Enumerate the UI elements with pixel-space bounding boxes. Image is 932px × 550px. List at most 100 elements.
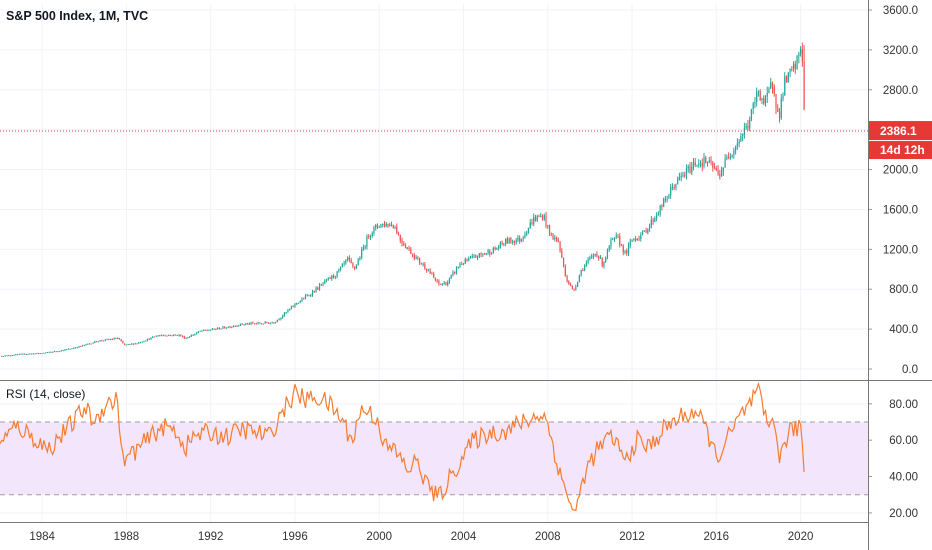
candle-body — [296, 303, 298, 305]
candle-body — [645, 230, 647, 233]
candle-body — [789, 68, 791, 73]
candle-body — [375, 225, 377, 228]
candle-body — [310, 295, 312, 297]
candle-body — [327, 277, 329, 280]
candle-body — [503, 243, 505, 245]
candle-body — [378, 226, 380, 228]
candle-body — [52, 351, 54, 353]
candle-body — [59, 351, 61, 353]
candle-body — [698, 164, 700, 166]
candle-body — [385, 223, 387, 227]
candle-body — [361, 249, 363, 258]
candle-body — [650, 219, 652, 225]
candle-body — [647, 228, 649, 233]
candle-body — [43, 352, 45, 354]
candle-body — [540, 215, 542, 217]
countdown-badge — [869, 141, 932, 160]
candle-body — [146, 338, 149, 341]
candle-body — [715, 168, 717, 170]
candle-body — [633, 238, 635, 240]
candle-body — [404, 245, 407, 248]
candle-body — [712, 162, 714, 168]
candle-body — [750, 109, 753, 120]
time-tick-label: 2004 — [451, 531, 477, 543]
price-tick-label: 800.0 — [889, 284, 918, 296]
candle-body — [57, 351, 59, 353]
candle-body — [273, 322, 275, 324]
candle-body — [210, 329, 212, 331]
candle-body — [587, 259, 589, 263]
candle-body — [292, 306, 294, 308]
candle-body — [519, 237, 521, 242]
candle-body — [224, 326, 226, 329]
candle-body — [283, 312, 286, 316]
candle-body — [627, 245, 630, 254]
time-tick-label: 2012 — [619, 531, 645, 543]
candle-body — [550, 233, 552, 235]
time-tick-label: 1996 — [282, 531, 308, 543]
candle-body — [408, 247, 410, 249]
candle-body — [50, 351, 52, 353]
candle-body — [626, 250, 628, 254]
candle-body — [757, 91, 760, 93]
candle-body — [117, 338, 119, 340]
candle-body — [287, 310, 289, 313]
candle-body — [345, 259, 347, 264]
candle-body — [613, 237, 616, 239]
candle-body — [685, 168, 688, 176]
candle-body — [775, 94, 777, 109]
candle-body — [782, 95, 784, 99]
candle-body — [38, 352, 40, 354]
candle-body — [183, 336, 185, 339]
candle-body — [492, 247, 494, 254]
candle-body — [476, 257, 479, 259]
candle-body — [589, 257, 591, 260]
candle-body — [777, 108, 779, 112]
candle-body — [25, 354, 27, 356]
candle-body — [338, 269, 340, 272]
candle-body — [689, 166, 691, 173]
candle-body — [164, 335, 166, 337]
candle-body — [554, 237, 556, 240]
candle-body — [573, 288, 575, 290]
candle-body — [641, 231, 644, 235]
rsi-band — [0, 421, 868, 496]
candle-body — [76, 347, 78, 349]
candle-body — [53, 351, 56, 353]
candle-body — [733, 150, 735, 155]
candle-body — [427, 270, 429, 272]
candle-body — [455, 267, 458, 274]
candle-body — [429, 270, 431, 274]
candle-body — [648, 224, 651, 229]
candle-body — [118, 338, 120, 340]
candle-body — [320, 284, 322, 286]
candle-body — [204, 329, 207, 331]
candle-body — [194, 333, 196, 335]
candle-body — [671, 187, 674, 189]
candle-body — [575, 286, 577, 290]
candle-body — [387, 223, 389, 227]
candle-body — [596, 254, 598, 257]
price-tick-label: 3600.0 — [883, 5, 918, 17]
time-tick-label: 1988 — [114, 531, 140, 543]
candle-body — [505, 238, 507, 244]
candle-body — [749, 119, 751, 129]
candle-body — [731, 154, 733, 157]
candle-body — [36, 352, 38, 354]
rsi-title: RSI (14, close) — [6, 387, 85, 401]
candle-body — [348, 257, 350, 260]
candle-body — [710, 160, 712, 163]
price-tick-label: 0.0 — [902, 364, 918, 376]
candle-body — [410, 248, 412, 254]
candle-body — [13, 354, 15, 356]
candle-body — [512, 240, 514, 243]
candle-body — [66, 349, 68, 351]
candle-body — [562, 257, 565, 267]
candle-body — [796, 56, 798, 69]
candle-body — [120, 339, 122, 342]
candle-body — [39, 353, 41, 355]
candle-body — [45, 352, 47, 354]
candle-body — [522, 237, 524, 239]
candle-body — [735, 145, 737, 151]
